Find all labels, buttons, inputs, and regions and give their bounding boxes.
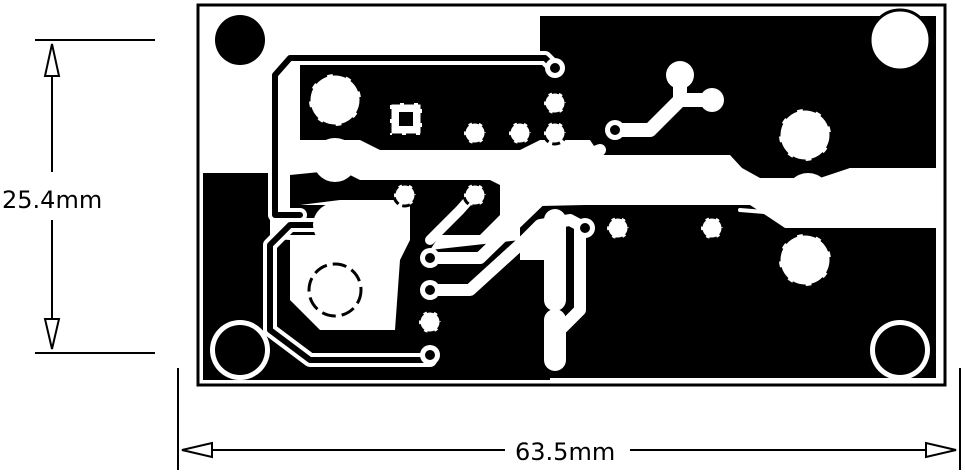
th-pad-3-hole [580,223,590,233]
thermal-pad-6 [462,182,488,208]
pcb-board [196,3,947,387]
thermal-pads [392,90,725,335]
height-label: 25.4mm [2,186,102,214]
square-pad-hole [399,112,413,126]
mounting-hole-bottom-left-inner [215,325,265,375]
pads-white [313,61,830,247]
pad-left-upper [313,138,357,182]
th-pad-6-hole [425,350,435,360]
thermal-pad-7 [605,215,631,241]
width-arrow-left [181,441,213,459]
trace-top-loop-core [272,55,558,218]
thermal-pad-9 [417,309,443,335]
mounting-holes [210,8,932,380]
large-pads [307,72,833,318]
th-pad-2-hole [610,125,620,135]
height-arrow-bottom [43,318,61,350]
large-pad-2 [307,262,363,318]
copper-pour-bottom-center [430,260,550,380]
square-pad [388,101,424,137]
thermal-pad-5 [392,182,418,208]
trace-slot-c [554,219,586,336]
width-arrow-right [925,441,957,459]
copper-pour-center-left [290,170,500,250]
th-pad-5-hole [425,285,435,295]
trace-bottom-loop-core [267,222,433,363]
height-dimension [35,39,155,354]
copper-pour-top-right [540,16,936,178]
width-dimension [177,368,961,470]
through-hole-pads [420,58,625,365]
large-pad-1 [307,72,363,128]
width-label: 63.5mm [515,438,615,466]
mounting-hole-bottom-right-inner [875,325,925,375]
pad-right-connector [786,173,830,217]
thermal-pad-3 [542,90,568,116]
mounting-hole-top-right-inner [875,15,925,65]
thermal-pad-8 [699,215,725,241]
large-pad-4 [777,232,833,288]
copper-pours [203,16,936,380]
mounting-hole-top-left [215,15,265,65]
th-pad-1-hole [550,63,560,73]
large-pad-3 [777,107,833,163]
pad-top-right-b [700,88,724,112]
height-arrow-top [43,43,61,77]
pad-top-right-a [666,61,694,89]
pad-left-lower [313,203,357,247]
th-pad-4-hole [425,253,435,263]
trace-center-upper [334,144,606,186]
thermal-pad-2 [507,120,533,146]
thermal-pad-1 [462,120,488,146]
trace-center-lower [424,214,591,296]
thermal-pad-4 [542,120,568,146]
